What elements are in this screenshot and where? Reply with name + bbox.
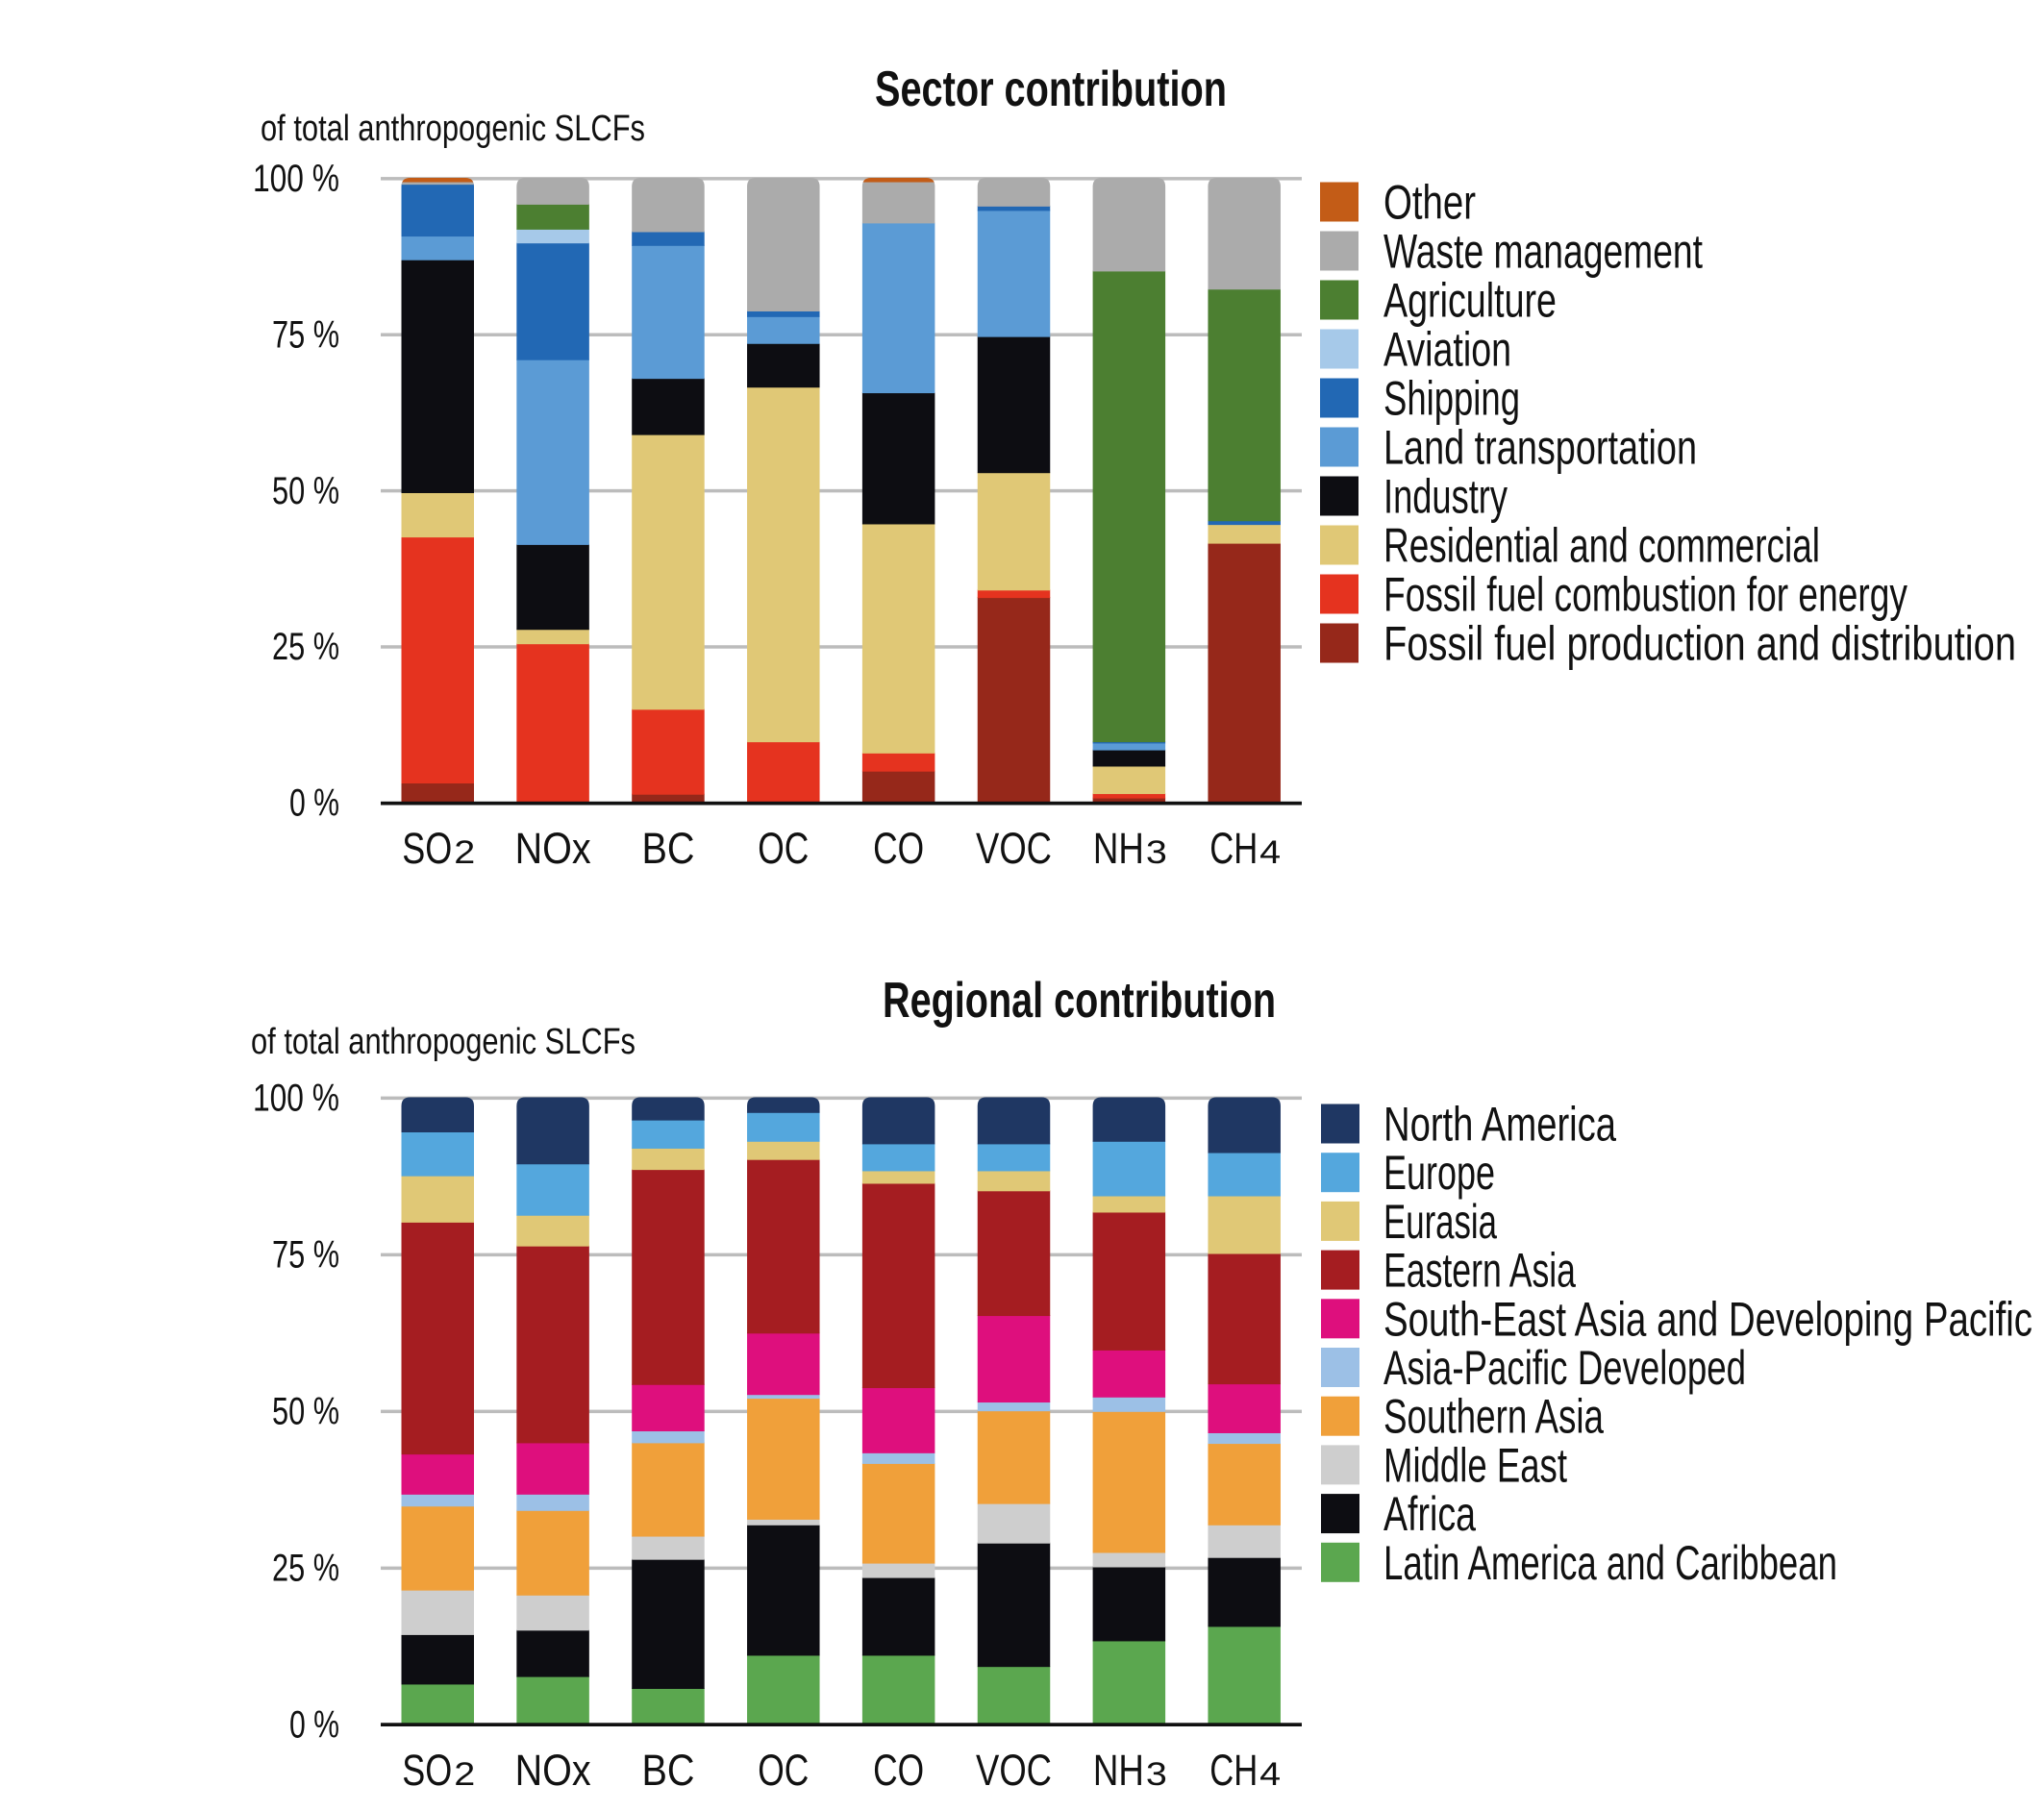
svg-text:CO: CO — [873, 1746, 924, 1795]
svg-text:Regional contribution: Regional contribution — [883, 973, 1276, 1029]
svg-text:Eastern Asia: Eastern Asia — [1383, 1244, 1576, 1298]
svg-text:Europe: Europe — [1383, 1146, 1495, 1200]
svg-text:Asia-Pacific Developed: Asia-Pacific Developed — [1383, 1341, 1746, 1395]
svg-text:Land transportation: Land transportation — [1383, 421, 1697, 475]
svg-text:NOx: NOx — [515, 1746, 591, 1795]
svg-text:North America: North America — [1383, 1098, 1616, 1152]
svg-text:Middle East: Middle East — [1383, 1438, 1567, 1492]
svg-text:Fossil fuel production and dis: Fossil fuel production and distribution — [1383, 617, 2016, 671]
svg-text:Residential and commercial: Residential and commercial — [1383, 519, 1820, 573]
svg-text:South-East Asia and Developing: South-East Asia and Developing Pacific — [1383, 1292, 2032, 1346]
svg-text:BC: BC — [641, 1746, 694, 1795]
svg-text:4: 4 — [1259, 834, 1281, 871]
svg-text:VOC: VOC — [976, 1746, 1052, 1795]
svg-text:3: 3 — [1146, 834, 1167, 871]
svg-text:25 %: 25 % — [272, 1548, 339, 1590]
svg-text:Eurasia: Eurasia — [1383, 1195, 1497, 1249]
svg-text:75 %: 75 % — [272, 1234, 339, 1277]
svg-text:CH: CH — [1209, 1746, 1258, 1795]
svg-text:75 %: 75 % — [272, 313, 339, 356]
svg-text:50 %: 50 % — [272, 470, 339, 512]
svg-text:3: 3 — [1146, 1756, 1167, 1793]
svg-text:0 %: 0 % — [289, 782, 339, 825]
svg-text:CH: CH — [1209, 824, 1258, 873]
svg-text:Other: Other — [1383, 176, 1476, 230]
svg-text:Africa: Africa — [1383, 1487, 1476, 1541]
svg-text:NOx: NOx — [515, 824, 591, 873]
svg-text:VOC: VOC — [976, 824, 1052, 873]
svg-text:Agriculture: Agriculture — [1383, 274, 1557, 328]
svg-text:Latin America and Caribbean: Latin America and Caribbean — [1383, 1536, 1837, 1590]
svg-text:50 %: 50 % — [272, 1391, 339, 1433]
svg-text:0 %: 0 % — [289, 1704, 339, 1747]
svg-text:SO: SO — [402, 824, 452, 873]
svg-text:2: 2 — [454, 834, 475, 871]
svg-text:of total anthropogenic SLCFs: of total anthropogenic SLCFs — [251, 1022, 636, 1062]
svg-text:NH: NH — [1093, 824, 1144, 873]
svg-text:Shipping: Shipping — [1383, 372, 1520, 426]
svg-text:Industry: Industry — [1383, 470, 1508, 524]
svg-text:BC: BC — [641, 824, 694, 873]
svg-text:25 %: 25 % — [272, 626, 339, 668]
svg-text:OC: OC — [758, 824, 809, 873]
svg-text:Fossil fuel combustion for ene: Fossil fuel combustion for energy — [1383, 568, 1907, 622]
svg-text:2: 2 — [454, 1756, 475, 1793]
svg-text:OC: OC — [758, 1746, 809, 1795]
svg-text:Sector contribution: Sector contribution — [875, 62, 1227, 117]
svg-text:100 %: 100 % — [253, 1078, 339, 1120]
svg-text:CO: CO — [873, 824, 924, 873]
svg-text:Aviation: Aviation — [1383, 323, 1511, 377]
svg-text:of total anthropogenic SLCFs: of total anthropogenic SLCFs — [261, 109, 645, 149]
svg-text:SO: SO — [402, 1746, 452, 1795]
svg-text:100 %: 100 % — [253, 158, 339, 200]
svg-text:4: 4 — [1259, 1756, 1281, 1793]
svg-text:Waste management: Waste management — [1383, 225, 1703, 279]
svg-text:Southern Asia: Southern Asia — [1383, 1390, 1604, 1444]
svg-text:NH: NH — [1093, 1746, 1144, 1795]
